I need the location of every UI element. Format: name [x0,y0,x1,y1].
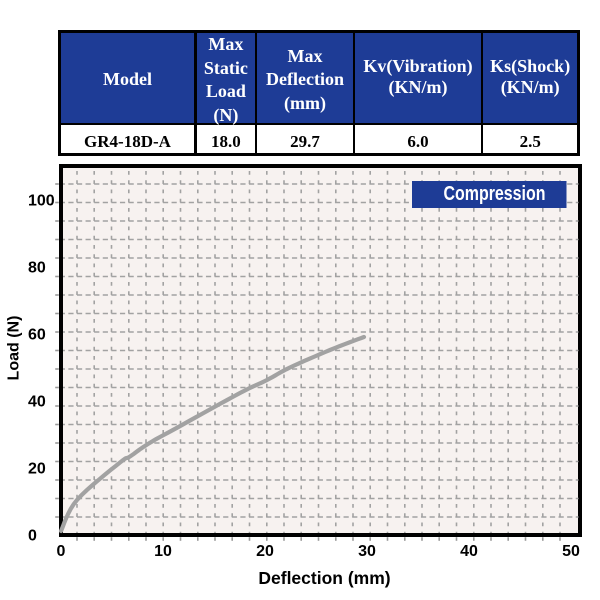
svg-text:100: 100 [28,193,55,210]
svg-text:60: 60 [28,327,46,344]
svg-text:40: 40 [28,394,46,411]
svg-text:30: 30 [358,543,376,560]
svg-text:0: 0 [28,528,37,545]
svg-text:80: 80 [28,260,46,277]
svg-text:Compression: Compression [444,183,546,205]
svg-text:50: 50 [562,543,580,560]
svg-text:20: 20 [28,461,46,478]
svg-text:Deflection (mm): Deflection (mm) [258,568,390,588]
svg-text:0: 0 [57,543,66,560]
svg-text:10: 10 [154,543,172,560]
svg-text:40: 40 [460,543,478,560]
svg-text:Load (N): Load (N) [6,316,23,381]
svg-text:20: 20 [256,543,274,560]
